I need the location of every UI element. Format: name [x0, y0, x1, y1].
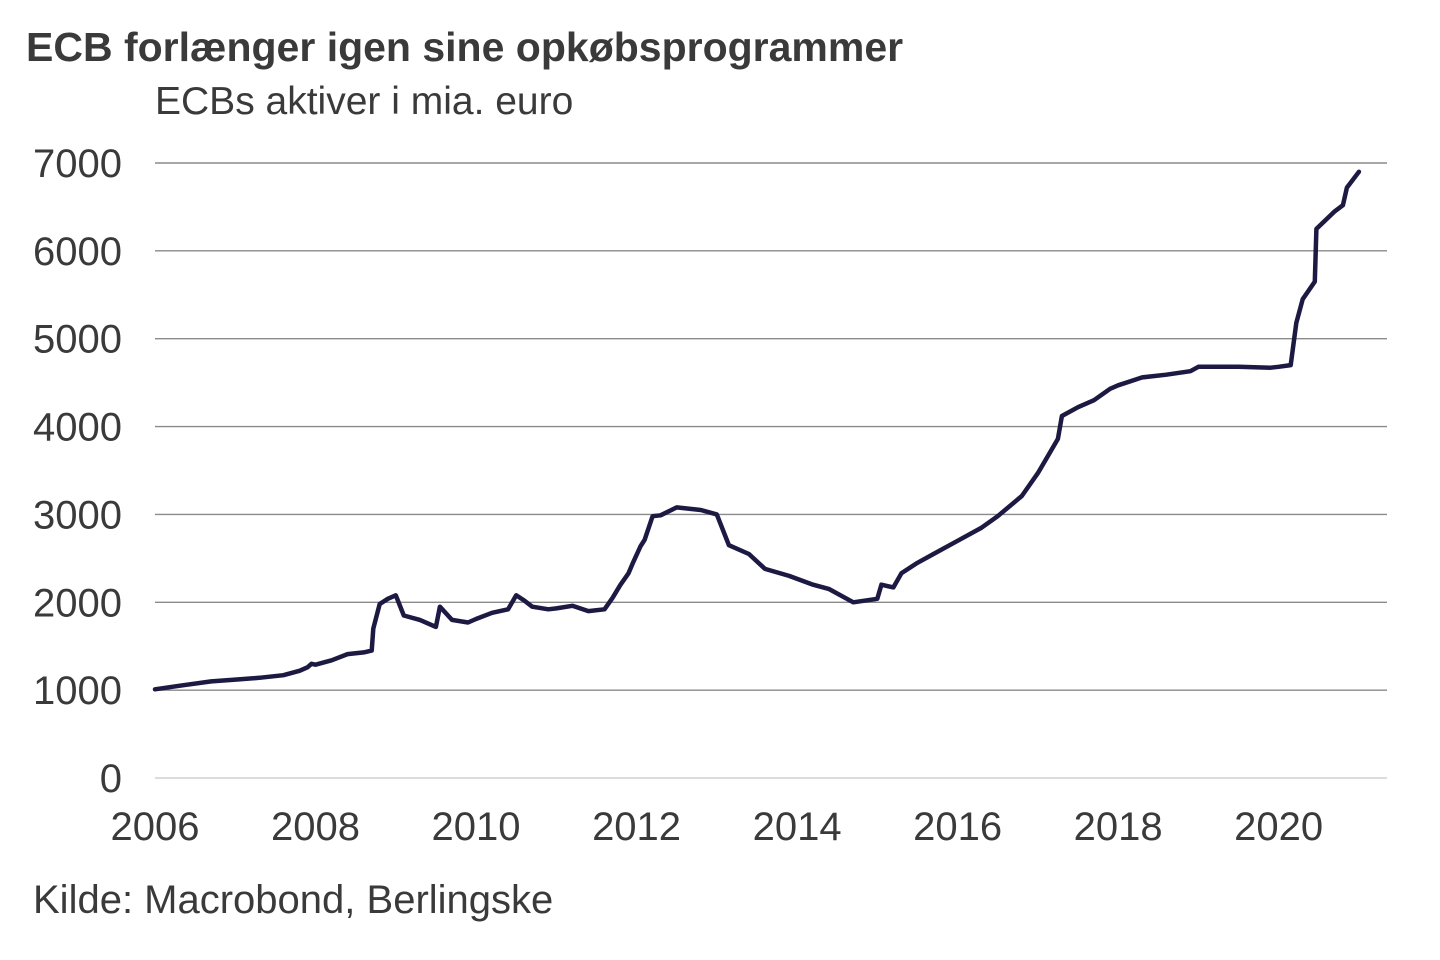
series-line-0: [152, 169, 1362, 692]
x-tick-label: 2020: [1234, 805, 1323, 849]
y-axis-ticks: 0 1000 2000 3000 4000 5000 6000 7000: [33, 142, 122, 801]
y-tick-label: 5000: [33, 318, 122, 362]
x-tick-label: 2018: [1074, 805, 1163, 849]
y-tick-label: 3000: [33, 493, 122, 537]
chart-title: ECB forlænger igen sine opkøbsprogrammer: [26, 24, 904, 70]
y-tick-label: 6000: [33, 230, 122, 274]
y-tick-label: 7000: [33, 142, 122, 186]
series-layer: [152, 169, 1362, 692]
y-tick-label: 4000: [33, 406, 122, 450]
chart-subtitle: ECBs aktiver i mia. euro: [155, 80, 574, 123]
x-tick-label: 2012: [592, 805, 681, 849]
y-tick-label: 0: [100, 757, 122, 801]
y-tick-label: 1000: [33, 669, 122, 713]
x-tick-label: 2016: [913, 805, 1002, 849]
x-axis-ticks: 2006 2008 2010 2012 2014 2016 2018 2020: [111, 805, 1324, 849]
source-note: Kilde: Macrobond, Berlingske: [33, 878, 554, 922]
y-tick-label: 2000: [33, 581, 122, 625]
x-tick-label: 2014: [753, 805, 842, 849]
x-tick-label: 2006: [111, 805, 200, 849]
x-tick-label: 2010: [432, 805, 521, 849]
x-tick-label: 2008: [271, 805, 360, 849]
grid-lines: [155, 162, 1387, 779]
